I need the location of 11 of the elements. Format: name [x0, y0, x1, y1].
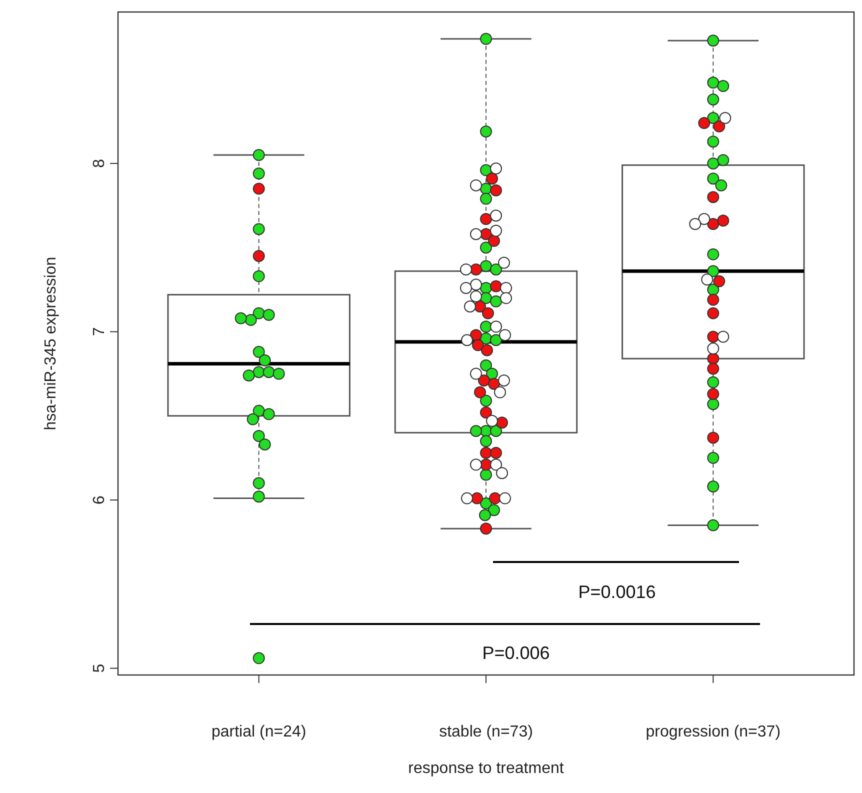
y-tick-label: 7 [91, 327, 108, 336]
annotation: P=0.006 [482, 643, 550, 663]
x-tick-label: stable (n=73) [439, 723, 533, 740]
y-axis-title: hsa-miR-345 expression [42, 256, 60, 430]
annotation: P=0.0016 [578, 582, 656, 602]
y-tick-label: 8 [91, 158, 108, 168]
x-axis-title: response to treatment [408, 760, 564, 777]
x-tick-label: progression (n=37) [646, 723, 781, 740]
x-tick-label: partial (n=24) [211, 723, 306, 740]
y-tick-label: 5 [91, 664, 108, 673]
y-tick-label: 6 [91, 495, 108, 504]
